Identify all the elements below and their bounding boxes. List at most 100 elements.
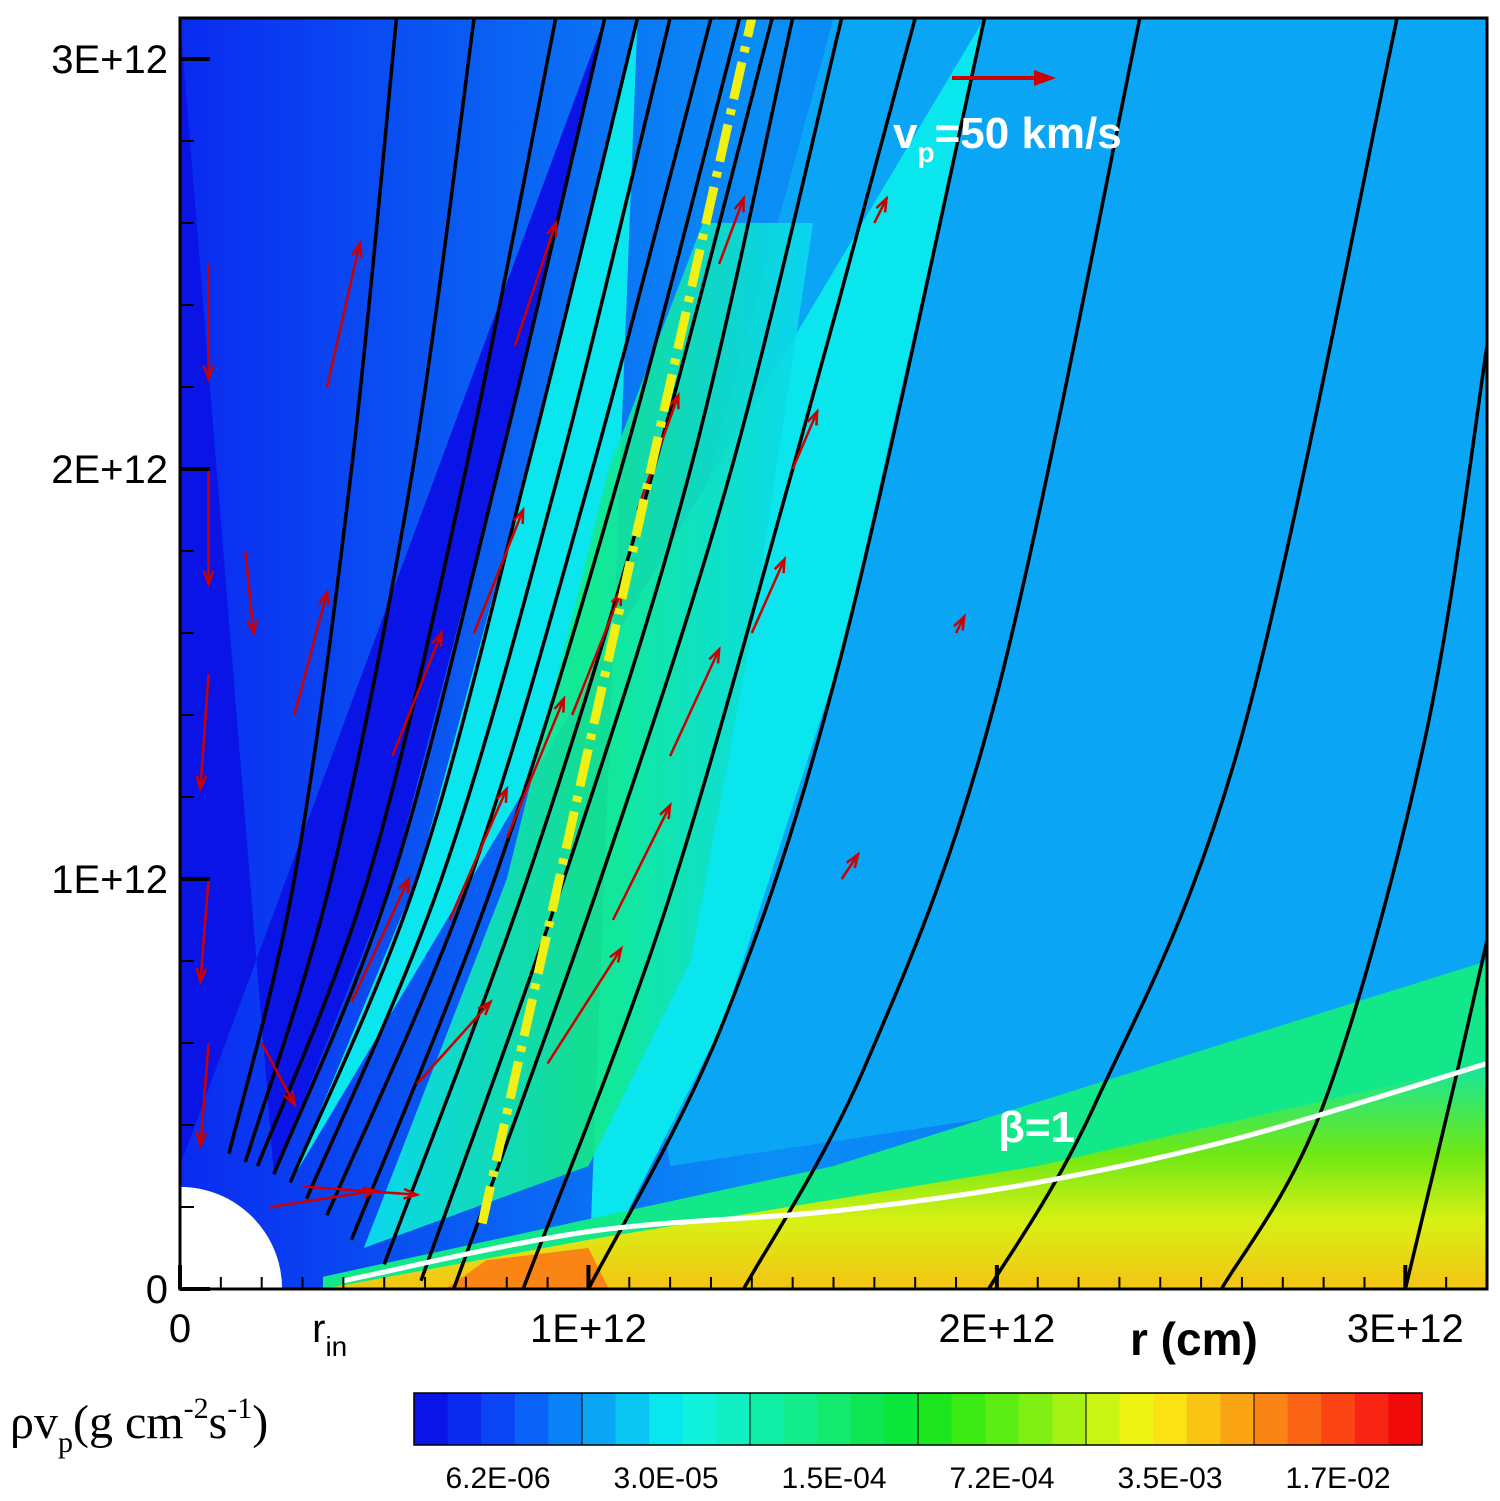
velocity-vector [195, 673, 210, 793]
axis-ticks [178, 57, 1488, 1291]
x-tick-label-rin: rin [312, 1307, 347, 1362]
velocity-vector [546, 945, 624, 1065]
velocity-vector [668, 646, 721, 757]
velocity-vector [415, 999, 493, 1085]
velocity-vector [244, 550, 259, 637]
colorbar-swatch [1018, 1393, 1053, 1445]
central-star [180, 1186, 283, 1289]
colorbar-swatch [1119, 1393, 1154, 1445]
x-tick-label: 1E+12 [530, 1307, 647, 1351]
field-line [243, 18, 476, 1163]
velocity-vector [302, 1185, 421, 1200]
colorbar-swatch [850, 1393, 885, 1445]
velocity-vector [448, 785, 509, 921]
beta-equals-one-line [342, 1061, 1487, 1284]
colorbar-swatch [447, 1393, 482, 1445]
velocity-vector [293, 588, 330, 716]
colorbar-swatch [1220, 1393, 1255, 1445]
colorbar-swatch [615, 1393, 650, 1445]
field-line [349, 18, 742, 1241]
velocity-vector [195, 1042, 210, 1150]
field-line [325, 18, 713, 1216]
colorbar-tick-label: 3.0E-05 [613, 1462, 718, 1495]
colorbar-swatch [1186, 1393, 1221, 1445]
field-line [272, 18, 607, 1175]
velocity-vector [260, 1042, 297, 1108]
y-tick-label: 1E+12 [51, 858, 168, 902]
x-tick-label: 3E+12 [1347, 1307, 1464, 1351]
colorbar-swatch [481, 1393, 516, 1445]
colorbar-tick-label: 1.5E-04 [781, 1462, 886, 1495]
colorbar-swatch [1321, 1393, 1356, 1445]
field-line [304, 18, 672, 1200]
colorbar-swatch [1052, 1393, 1087, 1445]
velocity-vector [750, 555, 786, 634]
y-tick-label: 0 [146, 1268, 168, 1312]
field-lines [227, 18, 1487, 1289]
field-line [742, 18, 1142, 1289]
colorbar-swatch [1254, 1393, 1289, 1445]
velocity-vector [472, 506, 525, 634]
colorbar-swatch [582, 1393, 617, 1445]
plot-area [180, 18, 1487, 1289]
field-line [382, 18, 774, 1266]
colorbar-swatch [884, 1393, 919, 1445]
x-tick-label: 2E+12 [938, 1307, 1055, 1351]
velocity-vector [202, 264, 215, 383]
field-line [255, 18, 558, 1167]
colorbar-tick-label: 6.2E-06 [445, 1462, 550, 1495]
velocity-vector [391, 629, 443, 757]
velocity-vector [505, 695, 566, 839]
colorbar-swatch [750, 1393, 785, 1445]
colorbar-swatch [1354, 1393, 1389, 1445]
colorbar-tick-label: 1.7E-02 [1285, 1462, 1390, 1495]
wind-launch-line [477, 18, 757, 1225]
velocity-vectors [195, 194, 966, 1209]
velocity-vector [195, 878, 210, 986]
velocity-vector [325, 239, 363, 388]
colorbar-swatch [1153, 1393, 1188, 1445]
velocity-vector [513, 219, 558, 347]
y-tick-label: 2E+12 [51, 448, 168, 492]
colorbar-swatch [682, 1393, 717, 1445]
colorbar-swatch [649, 1393, 684, 1445]
velocity-vector [350, 875, 411, 1003]
field-line [1403, 940, 1487, 1289]
colorbar-swatch [514, 1393, 549, 1445]
velocity-vector [611, 801, 672, 921]
colorbar-tick-label: 3.5E-03 [1117, 1462, 1222, 1495]
colorbar-swatch [985, 1393, 1020, 1445]
colorbar-swatch [414, 1393, 449, 1445]
field-line [452, 18, 844, 1289]
colorbar-swatch [1287, 1393, 1322, 1445]
beta-label: β=1 [998, 1103, 1075, 1152]
velocity-scale-label: vp=50 km/s [893, 109, 1122, 168]
field-line [288, 18, 640, 1184]
colorbar-swatch [716, 1393, 751, 1445]
field-line [586, 18, 987, 1289]
field-line [419, 18, 795, 1282]
colorbar-swatch [1086, 1393, 1121, 1445]
x-tick-label: 0 [169, 1307, 191, 1351]
colorbar-swatch [1388, 1393, 1423, 1445]
density-region-disk [323, 1063, 1487, 1289]
velocity-vector [269, 1186, 380, 1209]
colorbar-swatch [783, 1393, 818, 1445]
colorbar-swatch [951, 1393, 986, 1445]
field-line [1219, 345, 1487, 1289]
y-tick-label: 3E+12 [51, 38, 168, 82]
velocity-scale-arrow [952, 70, 1056, 86]
density-region-disk-inner [445, 1248, 609, 1289]
colorbar-title: ρvp(g cm-2s-1) [10, 1392, 268, 1459]
x-axis-title: r (cm) [1130, 1313, 1258, 1365]
velocity-vector [840, 851, 861, 880]
colorbar-swatch [817, 1393, 852, 1445]
field-line [227, 18, 399, 1155]
velocity-vector [873, 195, 889, 224]
colorbar [413, 1392, 1423, 1446]
field-line [521, 18, 917, 1289]
colorbar-tick-label: 7.2E-04 [949, 1462, 1054, 1495]
velocity-vector [953, 613, 966, 634]
